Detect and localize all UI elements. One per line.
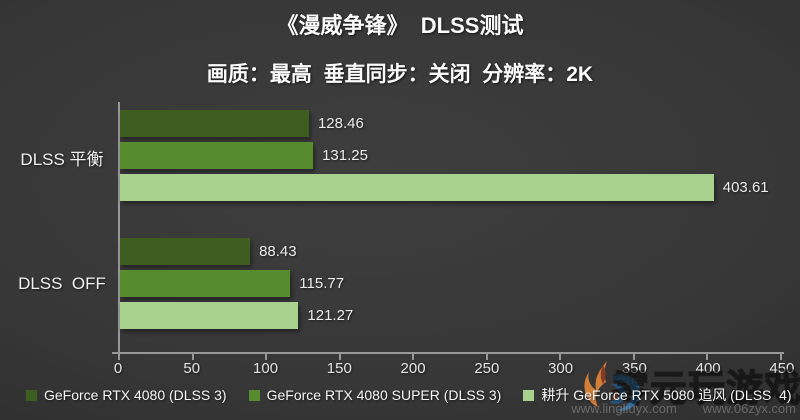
axis-tick (412, 354, 415, 360)
bar-row: 115.77 (120, 270, 782, 297)
bar-rtx4080super-dlss-balanced (120, 142, 314, 169)
watermark-text: 零元玩游戏 (611, 367, 800, 410)
x-axis-ticks (118, 354, 782, 360)
bar-row: 131.25 (120, 142, 782, 169)
legend-swatch-rtx4080 (26, 389, 37, 401)
watermark-url-2: www.06zyx.com (702, 401, 796, 416)
legend-item-rtx4080super: GeForce RTX 4080 SUPER (DLSS 3) (248, 387, 502, 403)
bar-value-label: 121.27 (307, 307, 354, 324)
watermark-urls: www.lingliuyx.com www.06zyx.com (571, 401, 796, 416)
bar-row: 128.46 (120, 110, 782, 137)
bar-rtx4080super-dlss-off (120, 270, 291, 297)
axis-tick (118, 354, 120, 360)
axis-tick (338, 354, 341, 360)
watermark-url-1: www.lingliuyx.com (571, 401, 677, 416)
legend-swatch-rtx5080 (523, 389, 535, 401)
chart-title: 《漫威争锋》 DLSS测试 (276, 13, 524, 38)
legend-item-rtx4080: GeForce RTX 4080 (DLSS 3) (26, 387, 227, 403)
legend-item-rtx5080: 耕升 GeForce RTX 5080 追风 (DLSS 4) (523, 385, 792, 405)
bar-value-label: 128.46 (317, 115, 364, 132)
axis-tick (559, 354, 562, 360)
x-axis-line (112, 352, 784, 360)
bar-value-label: 88.43 (259, 243, 297, 260)
bar-value-label: 131.25 (322, 147, 368, 164)
x-axis-tick-labels: 0 50 100 150 200 250 300 350 400 450 (96, 360, 800, 380)
plot-area: 128.46 131.25 403.61 88.43 115.77 121.27 (118, 102, 782, 352)
axis-tick (191, 354, 194, 360)
bar-value-label: 115.77 (299, 275, 345, 292)
tick-label: 50 (183, 360, 201, 377)
legend-swatch-rtx4080super (248, 389, 260, 401)
bar-rtx4080-dlss-off (120, 238, 251, 265)
axis-tick (632, 354, 635, 360)
legend-label: GeForce RTX 4080 SUPER (DLSS 3) (266, 387, 502, 403)
axis-tick (265, 354, 268, 360)
tick-label: 400 (695, 360, 721, 377)
legend-label: 耕升 GeForce RTX 5080 追风 (DLSS 4) (541, 387, 792, 403)
tick-label: 200 (400, 360, 426, 377)
bar-rtx4080-dlss-balanced (120, 110, 309, 137)
category-label-dlss-balanced: DLSS 平衡 (20, 150, 104, 169)
tick-label: 150 (326, 360, 352, 377)
category-label-dlss-off: DLSS OFF (18, 274, 106, 293)
bar-row: 121.27 (120, 302, 782, 329)
bar-rtx5080-dlss-off (120, 302, 299, 329)
watermark-flame-icon (583, 359, 645, 419)
tick-label: 450 (769, 360, 795, 377)
tick-label: 0 (113, 360, 123, 377)
axis-tick (779, 354, 782, 360)
axis-tick (706, 354, 709, 360)
legend-label: GeForce RTX 4080 (DLSS 3) (44, 387, 227, 403)
bar-row: 403.61 (120, 174, 782, 201)
tick-label: 300 (548, 360, 574, 377)
bar-rtx5080-dlss-balanced (120, 174, 714, 201)
tick-label: 250 (474, 360, 500, 377)
tick-label: 100 (253, 360, 279, 377)
axis-tick (485, 354, 488, 360)
bar-row: 88.43 (120, 238, 782, 265)
chart-subtitle: 画质：最高 垂直同步：关闭 分辨率：2K (206, 63, 594, 86)
bar-value-label: 403.61 (722, 179, 769, 196)
legend: GeForce RTX 4080 (DLSS 3) GeForce RTX 40… (26, 386, 792, 404)
tick-label: 350 (621, 360, 647, 377)
